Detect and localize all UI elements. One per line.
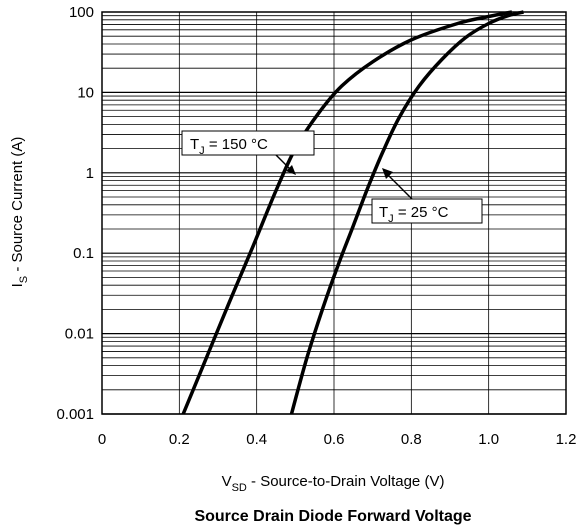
y-tick-label: 0.01: [65, 326, 94, 343]
y-tick-label: 0.001: [56, 406, 94, 423]
y-axis-label: IS - Source Current (A): [9, 137, 30, 288]
series-lines: [181, 10, 524, 415]
y-tick-label: 100: [69, 4, 94, 21]
x-tick-label: 1.0: [478, 431, 499, 448]
annotation-tj-25-text: TJ = 25 °C: [379, 204, 449, 225]
annotation-tj-150: TJ = 150 °C: [181, 130, 315, 175]
annotation-tj-150-arrowhead: [286, 165, 296, 175]
annotation-tj-150-arrow: [275, 154, 292, 171]
chart-title: Source Drain Diode Forward Voltage: [194, 508, 471, 525]
annotation-tj-25-arrow: [387, 174, 413, 200]
x-tick-label: 0.4: [246, 431, 267, 448]
y-tick-label: 1: [86, 165, 94, 182]
series-line-tj-150: [181, 10, 513, 415]
tick-labels: 0 0.2 0.4 0.6 0.8 1.0 1.2 0.001 0.01 0.1 1 10 100: [56, 4, 576, 448]
x-tick-label: 0.2: [169, 431, 190, 448]
series-line-tj-25: [289, 10, 524, 415]
x-axis-label: VSD - Source-to-Drain Voltage (V): [222, 473, 445, 494]
annotation-tj-150-text: TJ = 150 °C: [190, 136, 268, 157]
y-tick-label: 10: [77, 84, 94, 101]
x-tick-label: 0.6: [324, 431, 345, 448]
annotation-tj-150-box: [181, 130, 315, 156]
x-tick-label: 1.2: [556, 431, 577, 448]
x-tick-label: 0.8: [401, 431, 422, 448]
annotation-tj-25-box: [371, 198, 483, 224]
x-tick-label: 0: [98, 431, 106, 448]
grid-lines: [101, 12, 567, 415]
y-tick-label: 0.1: [73, 245, 94, 262]
plot-frame: [101, 11, 567, 415]
annotation-tj-25: TJ = 25 °C: [371, 168, 483, 225]
annotation-tj-25-arrowhead: [382, 168, 393, 179]
